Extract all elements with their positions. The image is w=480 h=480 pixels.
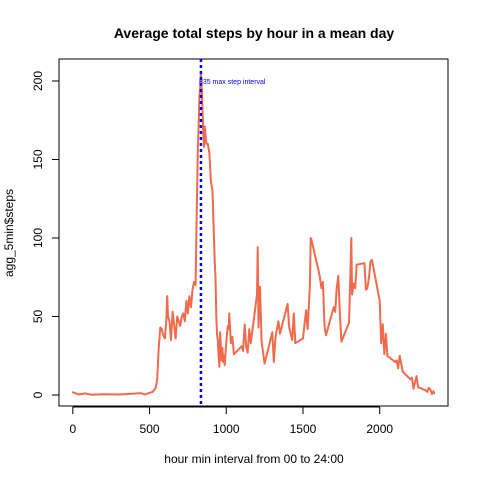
y-axis-label: agg_5min$steps [2,189,16,277]
y-tick-label: 150 [31,149,45,169]
max-interval-label: 835 max step interval [199,79,266,86]
x-tick-label: 1000 [213,422,240,436]
y-tick-label: 50 [31,310,45,324]
y-axis: 0 50 100 150 200 [31,71,60,398]
chart-title: Average total steps by hour in a mean da… [114,25,395,41]
y-tick-label: 200 [31,71,45,91]
y-tick-label: 0 [31,391,45,398]
x-tick-label: 500 [140,422,160,436]
x-tick-label: 0 [69,422,76,436]
x-axis-label: hour min interval from 00 to 24:00 [164,452,344,466]
y-tick-label: 100 [31,228,45,248]
x-tick-label: 2000 [366,422,393,436]
series-line [71,70,436,396]
x-tick-label: 1500 [290,422,317,436]
plot-area: 835 max step interval [71,59,436,406]
x-axis: 0 500 1000 1500 2000 [69,406,393,436]
